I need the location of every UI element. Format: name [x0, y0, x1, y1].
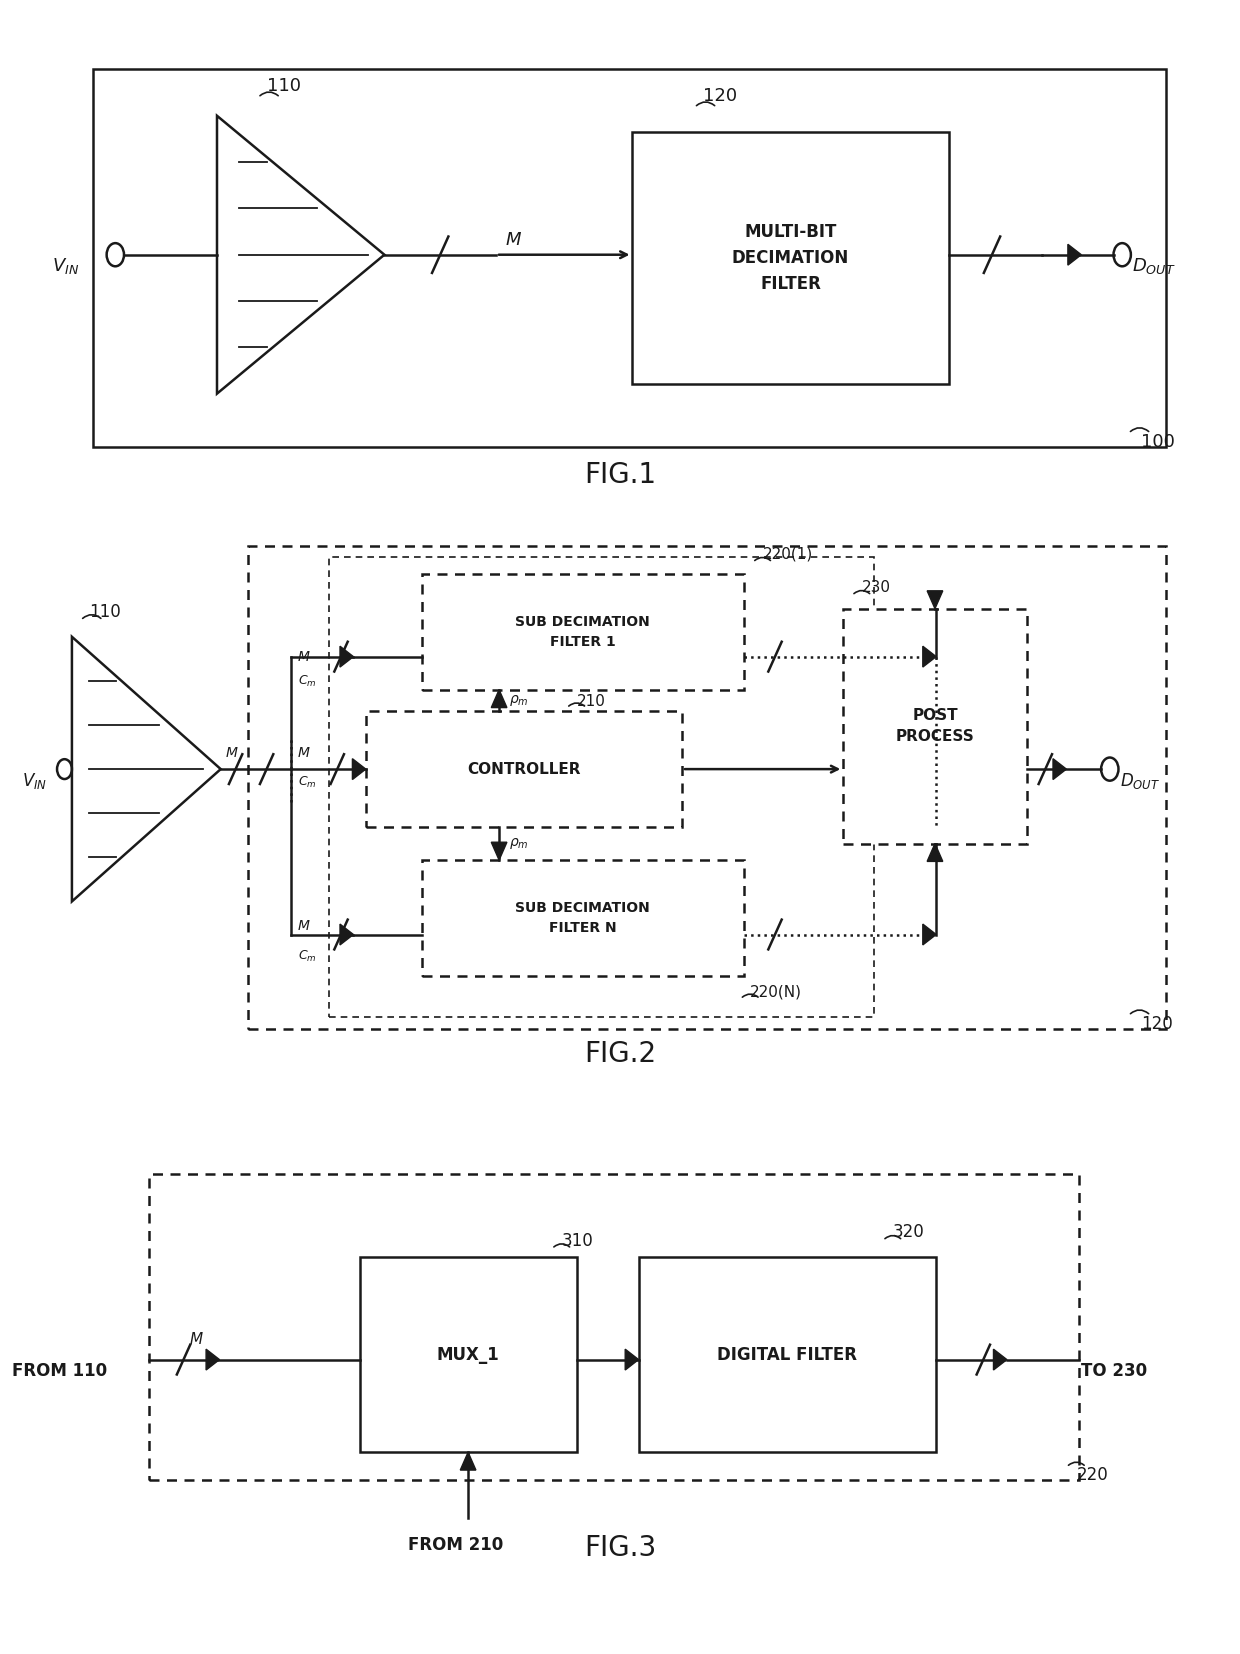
Bar	[843, 609, 1027, 844]
Bar	[93, 69, 1166, 447]
Polygon shape	[923, 647, 936, 667]
Text: 110: 110	[267, 78, 300, 94]
Bar	[329, 557, 874, 1017]
Bar	[248, 546, 1166, 1029]
Text: DIGITAL FILTER: DIGITAL FILTER	[718, 1346, 857, 1363]
Text: 110: 110	[89, 604, 122, 620]
Text: $D_{OUT}$: $D_{OUT}$	[1132, 256, 1176, 276]
Bar	[422, 860, 744, 976]
Text: $C_m$: $C_m$	[298, 774, 316, 791]
Text: SUB DECIMATION
FILTER N: SUB DECIMATION FILTER N	[516, 901, 650, 935]
Text: $C_m$: $C_m$	[298, 673, 316, 690]
Text: CONTROLLER: CONTROLLER	[467, 761, 580, 777]
Polygon shape	[460, 1452, 476, 1470]
Text: M: M	[506, 232, 521, 248]
Text: 220: 220	[1076, 1467, 1109, 1484]
Text: 120: 120	[1141, 1016, 1173, 1032]
Text: $V_{IN}$: $V_{IN}$	[22, 771, 47, 791]
Polygon shape	[625, 1350, 639, 1370]
Text: POST
PROCESS: POST PROCESS	[895, 708, 975, 744]
Text: $D_{OUT}$: $D_{OUT}$	[1120, 771, 1161, 791]
Text: SUB DECIMATION
FILTER 1: SUB DECIMATION FILTER 1	[516, 615, 650, 648]
Polygon shape	[340, 925, 353, 944]
Polygon shape	[928, 844, 942, 862]
Text: MUX_1: MUX_1	[436, 1346, 500, 1363]
Text: FROM 210: FROM 210	[408, 1537, 503, 1553]
Bar	[149, 1174, 1079, 1480]
Polygon shape	[928, 590, 942, 609]
Text: 210: 210	[577, 693, 605, 710]
Bar	[366, 711, 682, 827]
Bar	[632, 132, 949, 384]
Polygon shape	[491, 690, 507, 708]
Polygon shape	[206, 1350, 219, 1370]
Text: 220(N): 220(N)	[750, 984, 802, 1001]
Polygon shape	[352, 759, 366, 779]
Text: M: M	[298, 650, 310, 663]
Polygon shape	[491, 842, 507, 860]
Text: $\rho_m$: $\rho_m$	[508, 693, 528, 708]
Text: 100: 100	[1141, 433, 1174, 450]
Bar	[639, 1257, 936, 1452]
Text: 310: 310	[562, 1232, 594, 1249]
Text: M: M	[226, 746, 238, 759]
Polygon shape	[923, 925, 936, 944]
Text: $\rho_m$: $\rho_m$	[508, 835, 528, 852]
Text: $C_m$: $C_m$	[298, 948, 316, 964]
Text: 220(1): 220(1)	[763, 546, 813, 562]
Text: 120: 120	[703, 88, 738, 104]
Text: TO 230: TO 230	[1081, 1363, 1147, 1379]
Text: FIG.3: FIG.3	[584, 1535, 656, 1561]
Text: FIG.1: FIG.1	[584, 461, 656, 488]
Text: 320: 320	[893, 1224, 925, 1240]
Bar	[360, 1257, 577, 1452]
Polygon shape	[217, 116, 384, 394]
Bar	[422, 574, 744, 690]
Text: MULTI-BIT
DECIMATION
FILTER: MULTI-BIT DECIMATION FILTER	[732, 223, 849, 293]
Polygon shape	[993, 1350, 1007, 1370]
Text: 230: 230	[862, 579, 890, 595]
Text: M: M	[298, 746, 310, 759]
Polygon shape	[1068, 245, 1081, 265]
Text: $V_{IN}$: $V_{IN}$	[52, 256, 79, 276]
Polygon shape	[1053, 759, 1066, 779]
Text: FROM 110: FROM 110	[12, 1363, 108, 1379]
Polygon shape	[72, 637, 221, 901]
Text: M: M	[190, 1331, 203, 1348]
Polygon shape	[340, 647, 353, 667]
Text: FIG.2: FIG.2	[584, 1040, 656, 1067]
Text: M: M	[298, 920, 310, 933]
